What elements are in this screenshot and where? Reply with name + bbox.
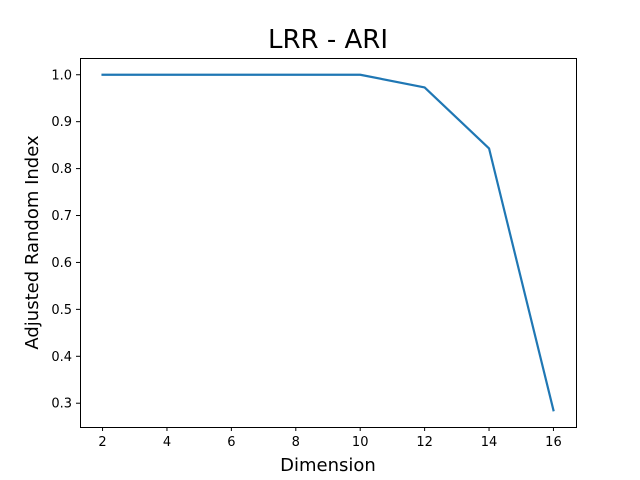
plot-area	[80, 58, 576, 427]
series-layer	[101, 73, 555, 412]
chart-title: LRR - ARI	[268, 25, 388, 55]
y-axis-label: Adjusted Random Index	[22, 135, 43, 350]
y-tick-label: 0.8	[51, 162, 72, 177]
y-tick-label: 0.9	[51, 115, 72, 130]
x-tick-label: 14	[481, 435, 498, 450]
x-tick-label: 12	[416, 435, 433, 450]
plot-frame	[80, 58, 577, 428]
x-tick-label: 4	[163, 435, 171, 450]
y-tick-label: 0.4	[51, 350, 72, 365]
y-tick-label: 0.6	[51, 256, 72, 271]
y-tick-label: 0.3	[51, 397, 72, 412]
y-axis-ticks: 0.3 0.4 0.5 0.6 0.7 0.8 0.9 1.0	[51, 68, 80, 412]
y-tick-label: 0.5	[51, 303, 72, 318]
x-tick-label: 8	[292, 435, 300, 450]
x-axis-label: Dimension	[280, 455, 376, 476]
x-tick-label: 6	[227, 435, 235, 450]
x-tick-label: 16	[545, 435, 562, 450]
x-axis-ticks: 2 4 6 8 10 12 14 16	[98, 427, 562, 450]
y-tick-label: 0.7	[51, 209, 72, 224]
y-tick-label: 1.0	[51, 68, 72, 83]
x-tick-label: 10	[352, 435, 369, 450]
series-line	[101, 73, 555, 412]
x-tick-label: 2	[98, 435, 106, 450]
